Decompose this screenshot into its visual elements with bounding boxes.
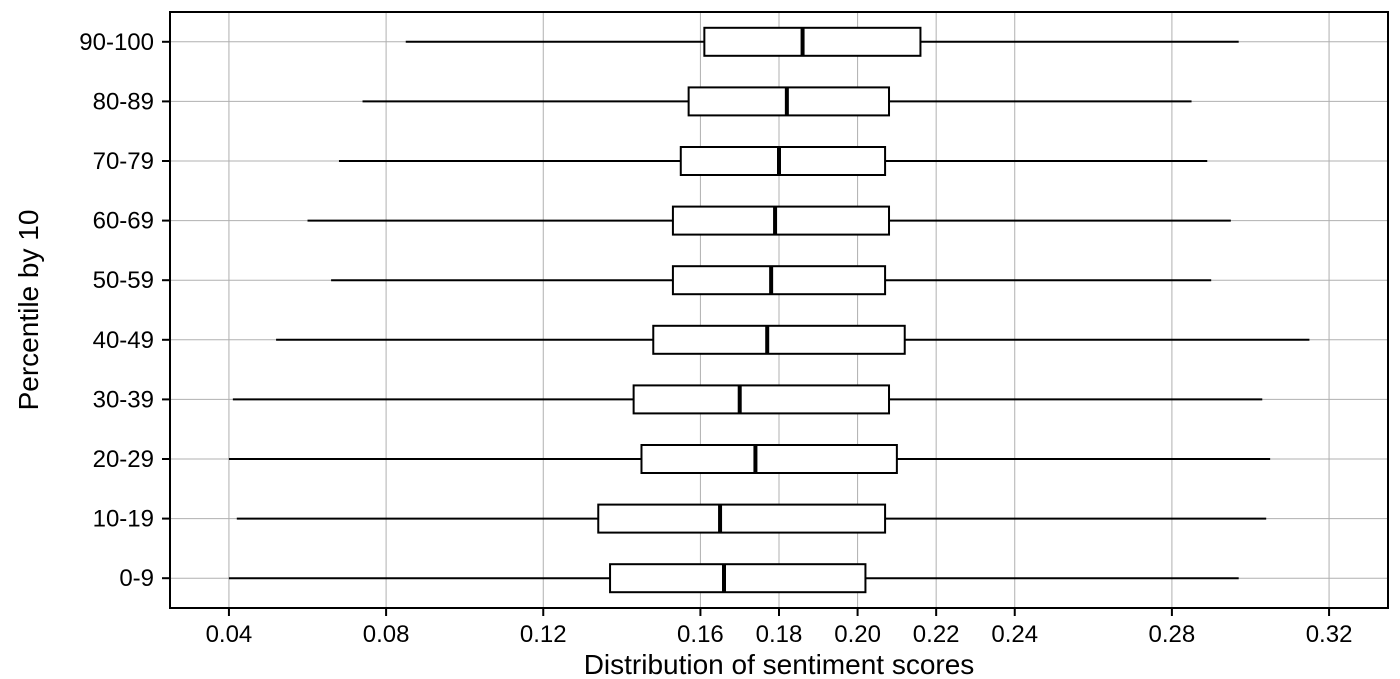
x-tick-label: 0.16 [677,621,724,648]
x-tick-label: 0.24 [991,621,1038,648]
y-tick-label: 40-49 [93,327,154,354]
x-tick-label: 0.32 [1306,621,1353,648]
y-tick-label: 30-39 [93,386,154,413]
y-tick-label: 20-29 [93,446,154,473]
y-tick-label: 10-19 [93,506,154,533]
y-axis-label: Percentile by 10 [13,210,44,411]
boxplot-chart: 0.04 0.08 0.12 0.16 0.18 0.20 0.22 0.24 0.28 0.32… [0,0,1400,679]
chart-svg: 0.04 0.08 0.12 0.16 0.18 0.20 0.22 0.24 0.28 0.32… [0,0,1400,679]
x-tick-label: 0.28 [1149,621,1196,648]
y-tick-label: 90-100 [79,29,154,56]
y-tick-label: 0-9 [119,565,154,592]
y-tick-label: 60-69 [93,208,154,235]
x-tick-label: 0.04 [206,621,253,648]
x-axis-label: Distribution of sentiment scores [584,649,975,679]
x-tick-label: 0.20 [834,621,881,648]
y-tick-label: 50-59 [93,267,154,294]
x-tick-label: 0.08 [363,621,410,648]
y-tick-label: 80-89 [93,88,154,115]
x-tick-label: 0.12 [520,621,567,648]
y-tick-label: 70-79 [93,148,154,175]
x-tick-label: 0.22 [913,621,960,648]
x-tick-label: 0.18 [756,621,803,648]
